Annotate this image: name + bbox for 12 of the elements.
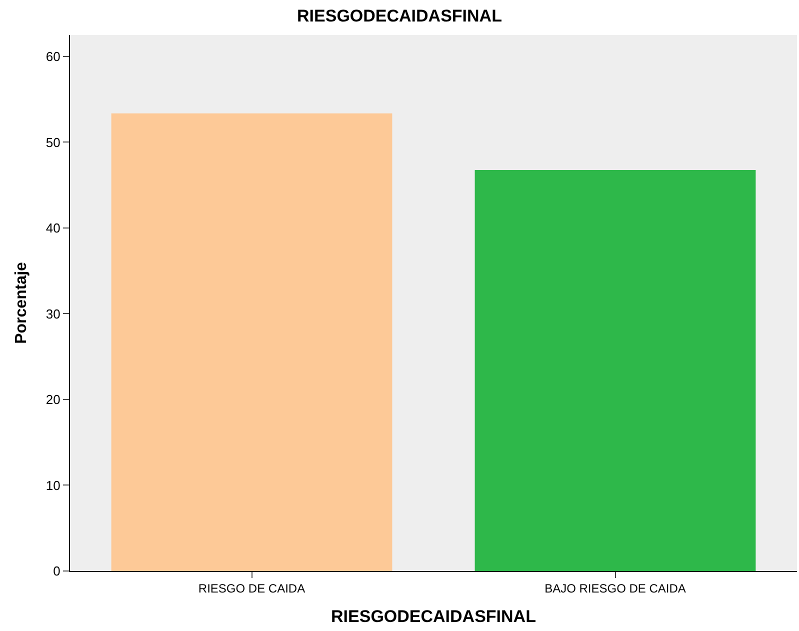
y-tick-label: 30 bbox=[46, 306, 60, 322]
y-tick-label: 40 bbox=[46, 220, 60, 236]
x-tick-label: RIESGO DE CAIDA bbox=[198, 581, 306, 596]
x-tick-label: BAJO RIESGO DE CAIDA bbox=[544, 581, 686, 596]
chart-title: RIESGODECAIDASFINAL bbox=[297, 6, 502, 26]
y-tick-label: 0 bbox=[53, 564, 60, 579]
y-tick-label: 60 bbox=[46, 48, 60, 64]
y-tick-label: 10 bbox=[46, 478, 60, 493]
y-tick-label: 20 bbox=[46, 392, 60, 408]
x-axis-title: RIESGODECAIDASFINAL bbox=[331, 606, 536, 626]
y-tick-label: 50 bbox=[46, 134, 60, 150]
y-axis-title: Porcentaje bbox=[12, 262, 30, 344]
